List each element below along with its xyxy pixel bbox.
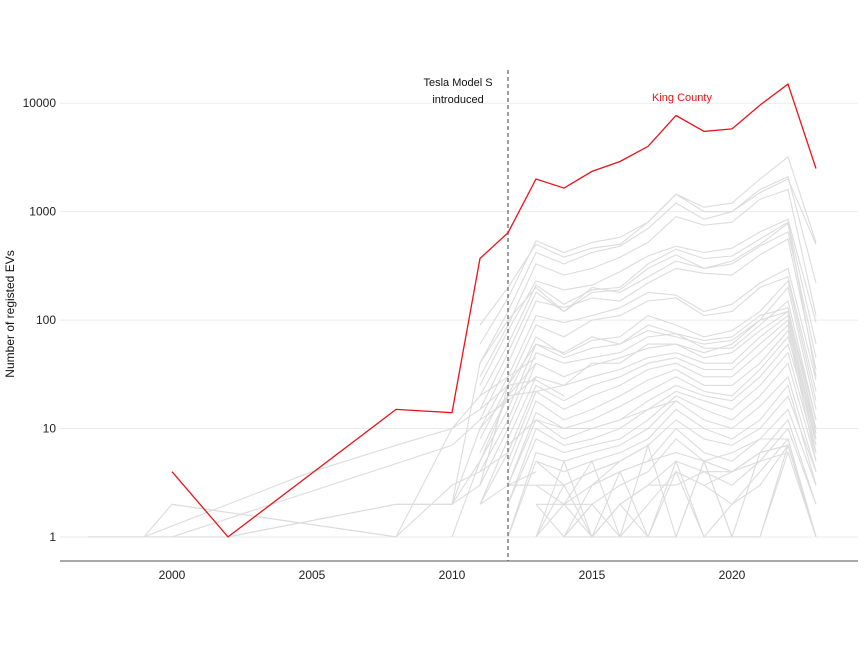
background-series-line (507, 335, 817, 486)
highlight-series-group: King County (171, 83, 817, 538)
background-series-line (507, 400, 677, 446)
background-series-group (88, 155, 817, 539)
x-tick-labels: 2000 2005 2010 2015 2020 (159, 568, 746, 582)
background-series-line (479, 231, 817, 410)
background-series-line (507, 342, 817, 486)
y-tick-label: 1000 (29, 205, 56, 219)
vline-label-line1: Tesla Model S (423, 77, 492, 89)
background-series-line (479, 238, 817, 421)
x-tick-label: 2000 (159, 568, 186, 582)
x-tick-label: 2005 (299, 568, 326, 582)
background-series-line (88, 357, 537, 538)
king-county-label: King County (652, 92, 712, 104)
background-series-line (479, 175, 817, 364)
background-series-line (507, 375, 817, 538)
gridlines (60, 102, 858, 538)
background-series-line (535, 437, 817, 538)
background-series-line (479, 267, 817, 429)
background-series-line (591, 438, 817, 538)
y-tick-label: 100 (36, 313, 56, 327)
background-series-line (451, 307, 817, 505)
background-series-line (507, 362, 817, 505)
background-series-line (619, 444, 789, 505)
background-series-line (479, 319, 817, 505)
background-series-line (479, 299, 817, 472)
y-axis-label: Number of registed EVs (3, 250, 17, 377)
background-series-line (507, 329, 817, 472)
vline-label-line2: introduced (432, 94, 483, 106)
y-tick-labels: 1 10 100 1000 10000 (23, 96, 57, 544)
background-series-line (479, 178, 817, 326)
y-tick-label: 1 (49, 530, 56, 544)
background-series-line (563, 444, 817, 538)
x-tick-label: 2010 (439, 568, 466, 582)
background-series-line (508, 460, 621, 486)
background-series-line (451, 222, 817, 505)
x-tick-label: 2015 (579, 568, 606, 582)
background-series-line (563, 444, 649, 538)
y-tick-label: 10000 (23, 96, 57, 110)
background-series-line (535, 450, 817, 539)
background-series-line (479, 188, 817, 378)
y-tick-label: 10 (43, 422, 57, 436)
background-series-line (507, 351, 817, 505)
background-series-line (479, 221, 817, 397)
background-series-line (479, 218, 817, 386)
background-series-line (703, 452, 789, 486)
background-series-line (564, 443, 817, 538)
background-series-line (479, 276, 817, 440)
background-series-line (507, 323, 817, 462)
background-series-line (144, 362, 537, 538)
x-tick-label: 2020 (719, 568, 746, 582)
king-county-line (171, 83, 817, 538)
background-series-line (227, 460, 481, 538)
vline-group: Tesla Model S introduced (423, 70, 509, 561)
background-series-line (535, 408, 817, 505)
background-series-line (144, 376, 537, 538)
background-series-line (451, 310, 817, 538)
background-series-line (171, 452, 509, 538)
background-series-line (507, 384, 817, 538)
background-series-line (479, 279, 817, 453)
